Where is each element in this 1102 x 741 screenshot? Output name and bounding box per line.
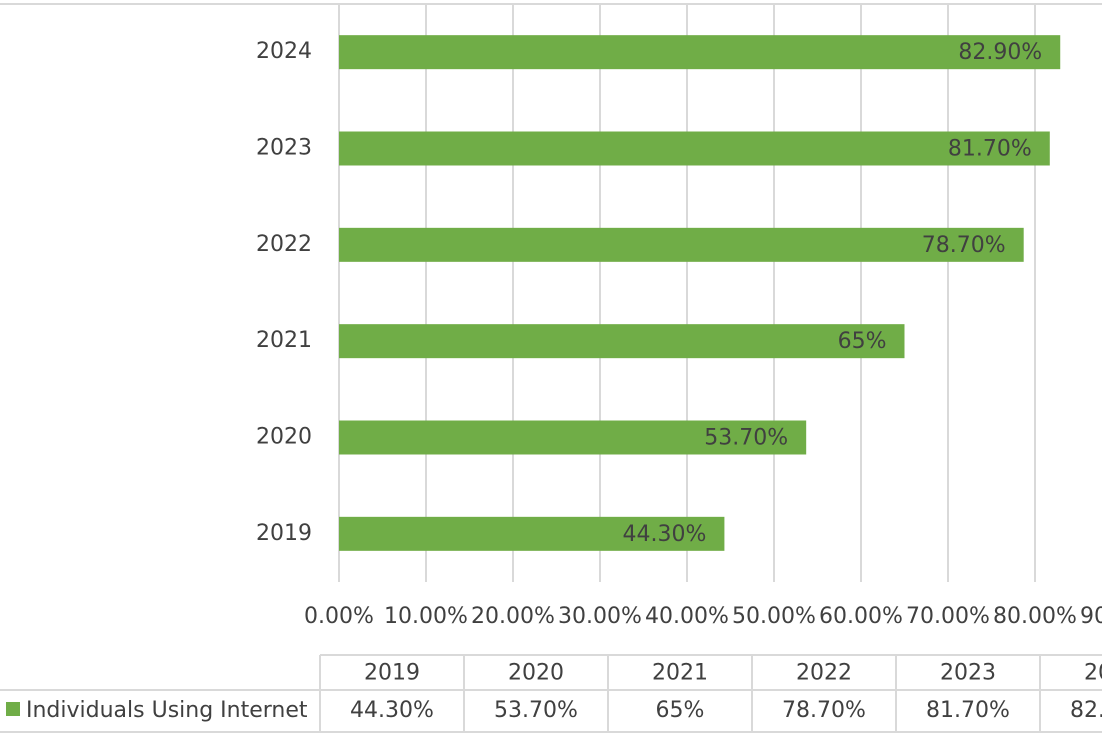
x-tick-label: 70.00% bbox=[906, 604, 990, 629]
y-tick-label: 2022 bbox=[256, 232, 312, 257]
data-label: 44.30% bbox=[623, 522, 707, 547]
table-value: 82.90% bbox=[1070, 698, 1102, 723]
table-value: 53.70% bbox=[494, 698, 578, 723]
y-tick-label: 2024 bbox=[256, 39, 312, 64]
y-tick-label: 2023 bbox=[256, 136, 312, 161]
y-tick-label: 2020 bbox=[256, 425, 312, 450]
x-tick-label: 90.00% bbox=[1080, 604, 1102, 629]
table-value: 44.30% bbox=[350, 698, 434, 723]
x-tick-label: 40.00% bbox=[645, 604, 729, 629]
y-tick-label: 2021 bbox=[256, 328, 312, 353]
x-tick-label: 20.00% bbox=[471, 604, 555, 629]
table-value: 81.70% bbox=[926, 698, 1010, 723]
data-label: 53.70% bbox=[704, 426, 788, 451]
x-tick-label: 50.00% bbox=[732, 604, 816, 629]
table-value: 78.70% bbox=[782, 698, 866, 723]
bar bbox=[339, 420, 807, 455]
bar bbox=[339, 131, 1050, 166]
y-tick-label: 2019 bbox=[256, 521, 312, 546]
data-label: 65% bbox=[838, 329, 887, 354]
bar bbox=[339, 227, 1024, 262]
legend-label: Individuals Using Internet bbox=[26, 698, 308, 723]
data-label: 81.70% bbox=[948, 137, 1032, 162]
data-label: 78.70% bbox=[922, 233, 1006, 258]
legend-key bbox=[6, 702, 20, 716]
x-tick-label: 0.00% bbox=[304, 604, 374, 629]
table-header: 2019 bbox=[364, 661, 420, 686]
x-tick-label: 80.00% bbox=[993, 604, 1077, 629]
x-tick-label: 30.00% bbox=[558, 604, 642, 629]
table-header: 2022 bbox=[796, 661, 852, 686]
table-header: 2021 bbox=[652, 661, 708, 686]
table-value: 65% bbox=[656, 698, 705, 723]
table-header: 2024 bbox=[1084, 661, 1102, 686]
x-tick-label: 60.00% bbox=[819, 604, 903, 629]
x-tick-label: 10.00% bbox=[384, 604, 468, 629]
table-header: 2020 bbox=[508, 661, 564, 686]
bar bbox=[339, 35, 1061, 70]
bar bbox=[339, 324, 905, 359]
bar bbox=[339, 516, 725, 551]
table-header: 2023 bbox=[940, 661, 996, 686]
data-label: 82.90% bbox=[958, 40, 1042, 65]
